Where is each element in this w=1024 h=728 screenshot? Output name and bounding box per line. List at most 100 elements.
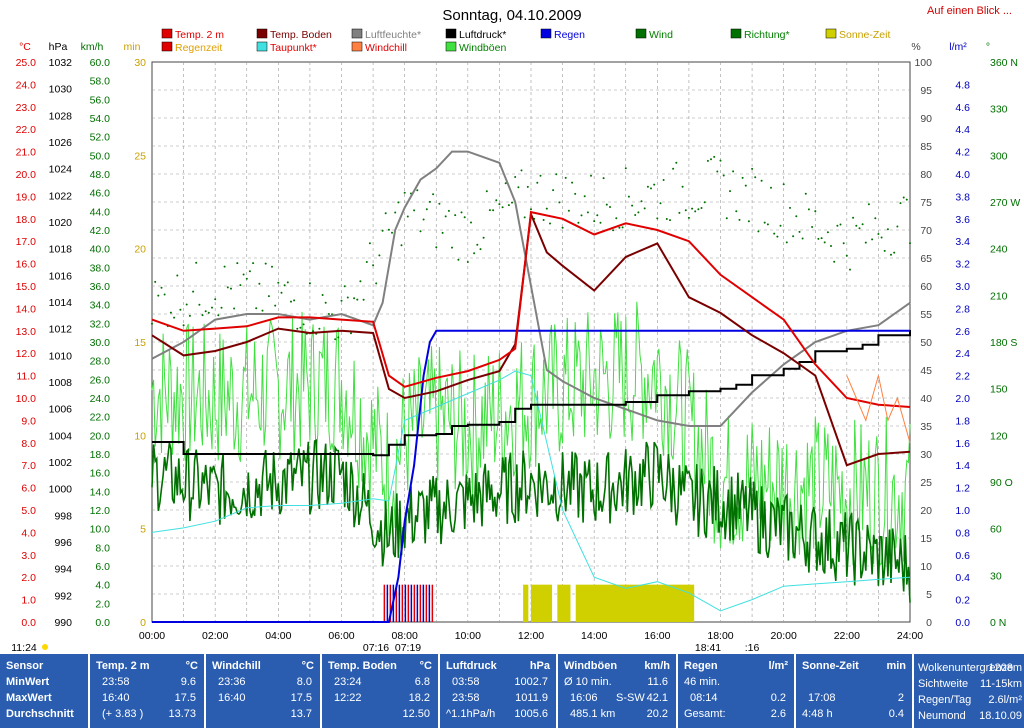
direction-point (776, 235, 779, 238)
sun-period-bar (523, 584, 529, 622)
kmh-axis-tick: 12.0 (90, 505, 111, 517)
hpa-axis-tick: 1016 (49, 270, 73, 282)
direction-point (574, 192, 577, 195)
pct-axis-tick: 20 (920, 505, 932, 517)
kmh-axis-tick: 14.0 (90, 486, 111, 498)
legend-swatch (351, 41, 363, 52)
stat-cell: l/m² (768, 660, 788, 672)
rain-period-bar (401, 584, 404, 622)
direction-point (441, 231, 444, 234)
direction-point (327, 313, 330, 315)
direction-point (198, 303, 201, 306)
direction-point (789, 206, 791, 209)
temp-axis-tick: 3.0 (21, 550, 36, 562)
rain-period-bar (416, 584, 419, 622)
temp-axis-tick: 10.0 (16, 393, 37, 405)
kmh-axis-tick: 54.0 (90, 113, 111, 125)
legend-label: Wind (649, 29, 673, 41)
temp-axis-tick: 6.0 (21, 483, 36, 495)
temp-axis-tick: 2.0 (21, 572, 36, 584)
direction-point (646, 185, 649, 188)
direction-point (845, 254, 848, 257)
legend-swatch (445, 41, 457, 52)
stat-cell: 1005.6 (514, 708, 548, 720)
direction-point (697, 208, 700, 211)
deg-axis-tick: 90 O (990, 477, 1013, 489)
direction-point (378, 254, 381, 257)
deg-axis-tick: 150 (990, 384, 1008, 396)
stat-cell: MaxWert (6, 692, 52, 704)
pct-axis-tick: 80 (920, 169, 932, 181)
direction-point (871, 238, 874, 241)
direction-point (747, 220, 750, 223)
stat-cell: Luftdruck (446, 660, 497, 672)
kmh-axis-tick: 36.0 (90, 281, 111, 293)
direction-point (798, 230, 801, 233)
rain-period-bar (413, 584, 416, 622)
stat-cell: 2.6 (770, 708, 786, 720)
hpa-axis-tick: 1018 (49, 244, 73, 256)
kmh-axis-tick: 2.0 (95, 598, 110, 610)
direction-point (826, 231, 829, 234)
direction-point (217, 314, 220, 317)
direction-point (852, 216, 855, 219)
pct-axis-tick: 85 (920, 141, 932, 153)
direction-point (817, 237, 820, 240)
direction-point (694, 210, 697, 213)
direction-point (308, 282, 311, 285)
direction-point (861, 223, 864, 226)
rain-axis-tick: 4.2 (955, 147, 970, 159)
direction-point (451, 246, 453, 249)
direction-point (864, 241, 867, 244)
series-wind (151, 439, 911, 603)
direction-point (495, 199, 498, 202)
pct-axis-tick: 45 (920, 365, 932, 377)
pct-axis-tick: 90 (920, 113, 932, 125)
rain-axis-tick: 0.0 (955, 617, 970, 629)
direction-point (466, 261, 469, 263)
direction-point (520, 169, 523, 172)
direction-point (785, 241, 788, 244)
overview-link[interactable]: Auf einen Blick ... (927, 5, 1012, 17)
rain-period-bar (422, 584, 425, 622)
stat-cell: 12.50 (402, 708, 430, 720)
direction-point (833, 260, 836, 263)
x-axis-tick: 22:00 (834, 630, 860, 642)
series-windboeen (151, 301, 911, 566)
hpa-axis-tick: 1014 (49, 297, 73, 309)
direction-point (406, 215, 409, 218)
direction-point (220, 306, 223, 309)
direction-point (621, 226, 624, 229)
direction-point (236, 262, 239, 265)
series-windchill (846, 375, 911, 443)
kmh-axis-tick: 28.0 (90, 356, 111, 368)
direction-point (618, 226, 621, 229)
rain-axis-tick: 1.4 (955, 460, 970, 472)
direction-point (488, 209, 491, 212)
direction-point (735, 210, 738, 213)
direction-point (248, 270, 251, 273)
direction-point (277, 281, 280, 284)
deg-axis-tick: 330 (990, 104, 1008, 116)
x-axis-tick: 24:00 (897, 630, 923, 642)
direction-point (593, 220, 596, 223)
direction-point (716, 170, 719, 173)
sun-period-bar (575, 584, 695, 622)
rain-period-bar (404, 584, 407, 622)
kmh-axis-tick: 30.0 (90, 337, 111, 349)
pct-axis-tick: 35 (920, 421, 932, 433)
direction-point (463, 216, 466, 219)
direction-point (744, 184, 747, 187)
direction-point (176, 274, 179, 277)
direction-point (403, 191, 406, 194)
rain-axis-tick: 3.8 (955, 191, 970, 203)
weather-chart: 25.0 24.0 23.0 22.0 21.0 20.0 19.0 18.0 17.0 16.0… (11, 7, 1020, 654)
direction-point (792, 235, 795, 238)
direction-point (204, 310, 207, 313)
x-axis-tick: 06:00 (328, 630, 354, 642)
pct-axis-tick: 5 (926, 589, 932, 601)
rain-axis-tick: 4.0 (955, 169, 970, 181)
x-axis-tick: 08:00 (392, 630, 418, 642)
stat-cell: Regen (684, 660, 718, 672)
direction-point (770, 186, 772, 189)
